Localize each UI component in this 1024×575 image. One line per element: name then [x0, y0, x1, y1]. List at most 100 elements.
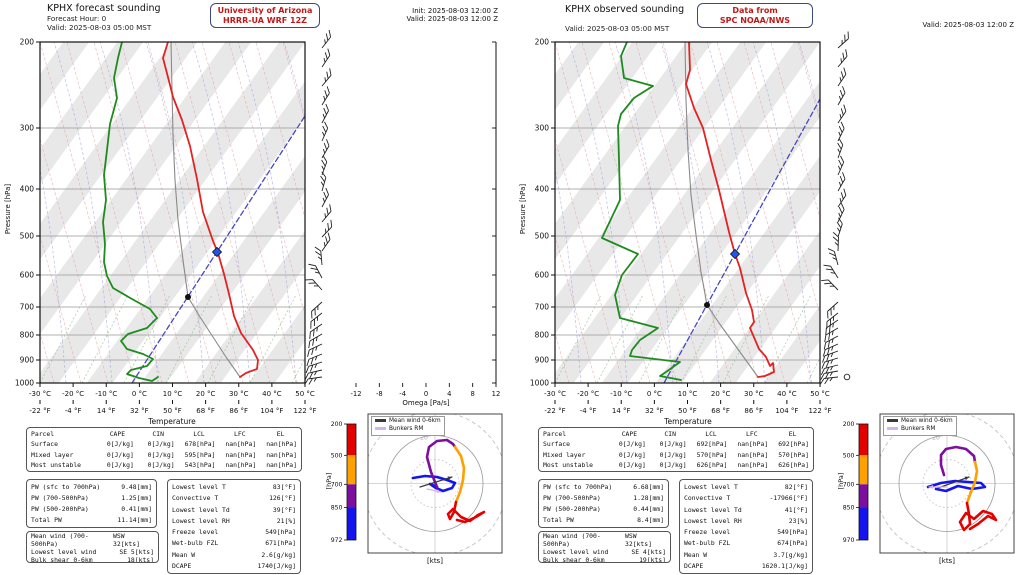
tick-label: 12 — [492, 390, 501, 398]
wind-barb — [827, 301, 839, 319]
bunkers-rm-swatch — [375, 426, 386, 430]
table-row: Wet-bulb FZL 671[hPa] — [172, 539, 296, 548]
tick-label: 500 — [331, 453, 343, 460]
bunkers-rm-swatch — [887, 426, 898, 430]
dry-adiabat — [147, 42, 244, 383]
left-parcel-table: Parcel CAPE CIN LCL LFC EL Surface 0[J/kg] 0[J/k… — [26, 427, 302, 472]
left-hodograph-kts-label: [kts] — [427, 557, 443, 565]
hodograph-trace-blue — [411, 474, 457, 493]
wind-barb — [311, 301, 323, 319]
tick-label: 700 — [20, 303, 35, 312]
table-cell: CIN — [152, 430, 164, 439]
table-cell: 0[J/kg] — [618, 450, 646, 459]
tick-label: 10 °C — [678, 390, 698, 398]
tick-label: 50 °F — [163, 407, 182, 415]
hodograph-trace-blue — [926, 479, 987, 493]
table-row: Mean wind (700-500hPa) WSW 32[kts] — [543, 532, 652, 548]
table-cell: nan[hPa] — [225, 440, 257, 449]
colorbar-segment — [859, 484, 868, 508]
isotherm-band — [40, 42, 90, 111]
table-cell: 543[hPa] — [184, 460, 216, 469]
wind-barb — [826, 312, 839, 329]
tick-label: 1000 — [15, 379, 34, 388]
wind-barb — [321, 232, 331, 252]
dry-adiabat — [716, 42, 813, 383]
table-cell: 692[hPa] — [696, 440, 728, 449]
dewpoint-curve — [102, 42, 159, 382]
table-cell: nan[hPa] — [737, 460, 769, 469]
colorbar-segment — [347, 484, 356, 508]
table-cell: Most unstable — [543, 460, 594, 469]
table-cell: nan[hPa] — [266, 460, 297, 469]
wind-barb — [821, 357, 839, 369]
table-row: Convective T 126[°F] — [172, 494, 296, 503]
table-row: Freeze level 549[hPa] — [172, 528, 296, 537]
tick-label: 900 — [535, 356, 550, 365]
tick-label: 50 °C — [810, 390, 830, 398]
wind-barb — [305, 361, 323, 374]
tick-label: 86 °F — [744, 407, 763, 415]
hodograph-trace-red — [446, 500, 486, 524]
mixing-ratio-line — [376, 295, 422, 383]
tick-label: 20 — [420, 435, 428, 442]
tick-label: -12 — [350, 390, 361, 398]
mixing-ratio-line — [596, 294, 644, 383]
mixing-ratio-line — [165, 294, 213, 383]
table-cell: nan[hPa] — [225, 450, 257, 459]
table-cell: CIN — [664, 430, 676, 439]
tick-label: 850 — [331, 505, 343, 512]
isotherm-band — [763, 305, 820, 383]
isotherm-band — [555, 42, 713, 260]
dry-adiabat — [174, 42, 271, 383]
dewpoint-curve — [601, 42, 682, 381]
tick-label: 500 — [843, 453, 855, 460]
table-row: Mean wind (700-500hPa) WSW 32[kts] — [31, 532, 140, 548]
dry-adiabat — [364, 42, 459, 383]
right-pressure-axis-label: Pressure [hPa] — [519, 183, 527, 235]
hodograph-trace-red — [958, 501, 998, 532]
wind-barb — [825, 319, 839, 335]
table-row: PW (700-500hPa) 1.28[mm] — [543, 494, 664, 502]
dry-adiabat — [93, 42, 190, 383]
mixing-ratio-line — [40, 294, 87, 383]
hodograph-trace-orange — [453, 445, 466, 504]
isotherm-band — [863, 12, 1024, 413]
dry-adiabat — [555, 137, 624, 383]
mixing-ratio-line — [1017, 295, 1024, 383]
wind-barb — [321, 29, 332, 49]
tick-label: -4 °F — [65, 407, 82, 415]
bunkers-rm-vector-head — [929, 485, 934, 489]
isotherm-band — [555, 42, 605, 111]
right-temperature-axis-label: Temperature — [664, 417, 712, 426]
left-pressure-axis-label: Pressure [hPa] — [4, 183, 12, 235]
wind-barb — [837, 155, 845, 176]
tick-label: -20 °C — [577, 390, 599, 398]
table-row: Convective T -17966[°F] — [684, 494, 808, 503]
table-cell: LCL — [705, 430, 717, 439]
tick-label: 10 °C — [163, 390, 183, 398]
tick-label: 40 °C — [777, 390, 797, 398]
tick-label: 500 — [535, 232, 550, 241]
mixing-ratio-line — [764, 294, 812, 383]
tick-label: 700 — [331, 482, 343, 489]
moist-adiabat — [568, 42, 628, 383]
table-row: PW (500-200hPa) 0.44[mm] — [543, 505, 664, 513]
mixing-ratio-line — [722, 294, 770, 383]
moist-adiabat — [555, 167, 582, 383]
wind-barb — [306, 353, 323, 367]
wind-barb — [827, 248, 839, 266]
tick-label: 32 °F — [130, 407, 149, 415]
dry-adiabat — [447, 42, 542, 383]
mean-wind-vector-head — [447, 476, 452, 481]
table-row: Lowest level T 82[°F] — [684, 483, 808, 492]
moist-adiabat — [706, 42, 766, 383]
table-row: Lowest level wind SE 5[kts] — [31, 548, 154, 556]
table-row: Mean W 2.6[g/kg] — [172, 550, 296, 559]
moist-adiabat — [983, 42, 1024, 383]
isotherm-band — [248, 305, 305, 383]
table-cell: 626[hPa] — [696, 460, 728, 469]
table-cell: 0[J/kg] — [147, 440, 175, 449]
legend-label: Mean wind 0-6km — [901, 418, 953, 424]
hodograph-trace-purple — [939, 445, 977, 477]
badge-line: SPC NOAA/NWS — [719, 15, 791, 25]
